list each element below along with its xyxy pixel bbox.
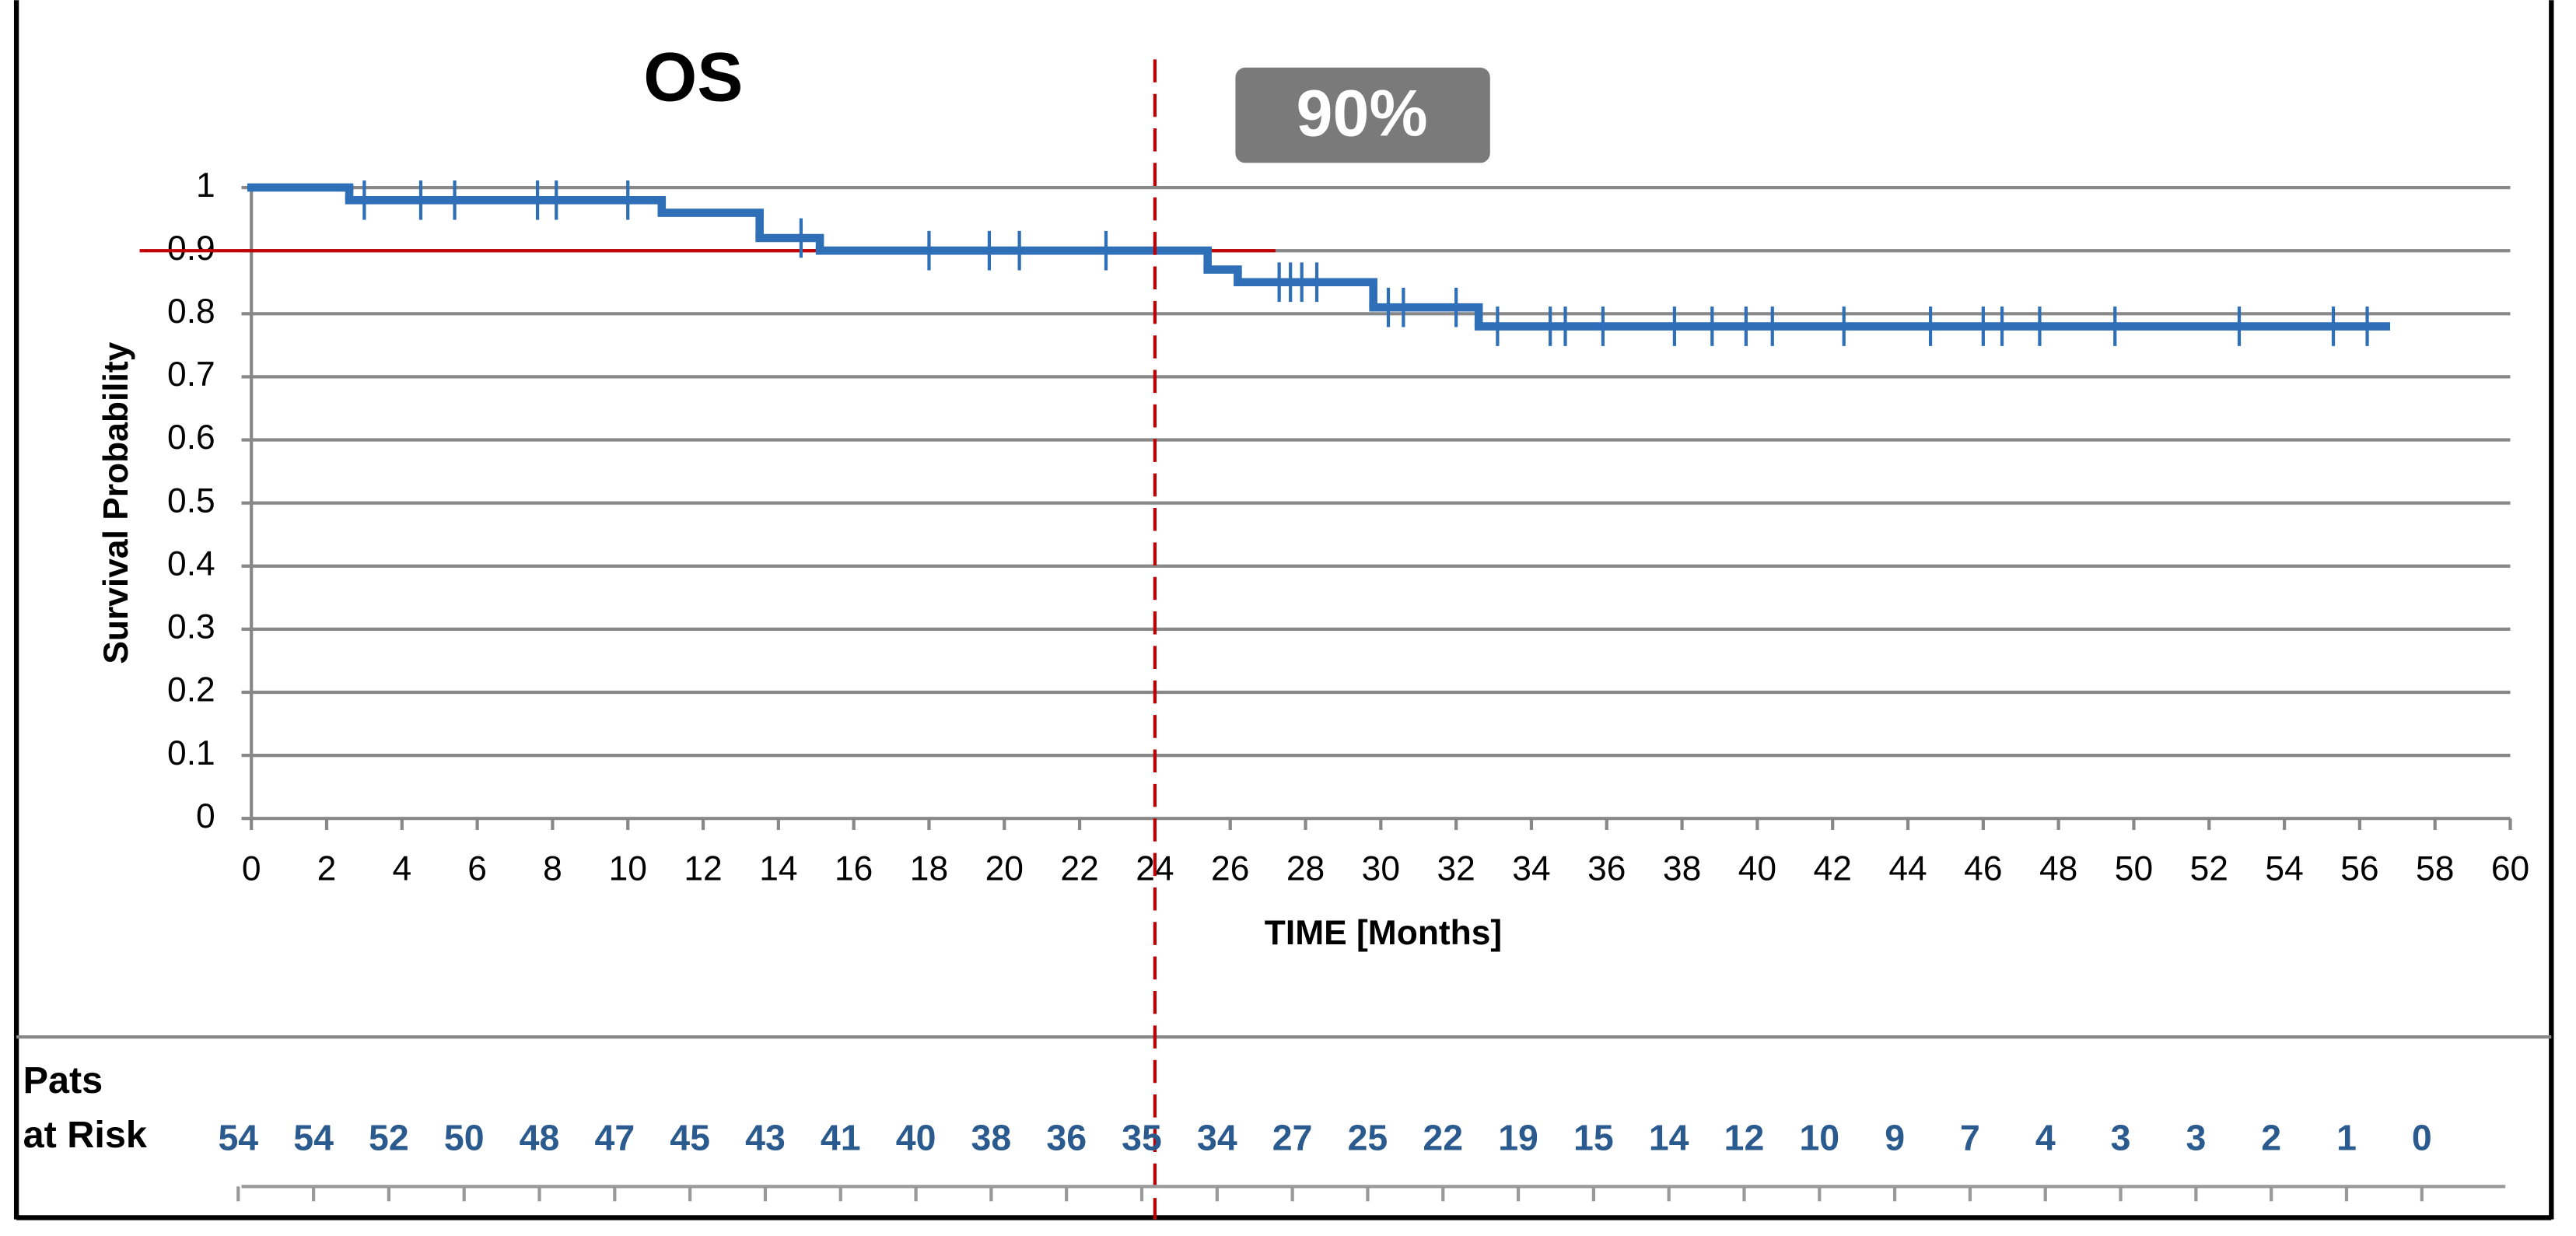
at-risk-count: 4 [2035, 1117, 2056, 1157]
x-tick-label: 12 [684, 850, 722, 888]
x-tick-label: 14 [759, 850, 797, 888]
y-tick-label: 1 [196, 166, 215, 205]
x-tick-label: 16 [835, 850, 873, 888]
y-tick-label: 0.9 [167, 229, 215, 268]
at-risk-count: 54 [218, 1117, 258, 1157]
at-risk-label: at Risk [23, 1114, 148, 1156]
x-tick-label: 38 [1663, 850, 1701, 888]
x-tick-label: 60 [2491, 850, 2529, 888]
x-tick-label: 18 [910, 850, 948, 888]
x-tick-label: 48 [2039, 850, 2077, 888]
at-risk-count: 35 [1122, 1117, 1162, 1157]
y-tick-label: 0.6 [167, 418, 215, 457]
at-risk-count: 41 [821, 1117, 861, 1157]
at-risk-count: 14 [1649, 1117, 1689, 1157]
x-tick-label: 8 [543, 850, 562, 888]
x-tick-label: 28 [1286, 850, 1325, 888]
at-risk-count: 36 [1046, 1117, 1087, 1157]
y-tick-label: 0.3 [167, 608, 215, 646]
y-tick-label: 0 [196, 797, 215, 835]
x-tick-label: 32 [1437, 850, 1475, 888]
x-tick-label: 50 [2115, 850, 2153, 888]
x-tick-label: 4 [392, 850, 411, 888]
x-tick-label: 36 [1587, 850, 1626, 888]
y-tick-label: 0.7 [167, 355, 215, 394]
y-tick-label: 0.5 [167, 481, 215, 520]
at-risk-count: 12 [1724, 1117, 1765, 1157]
chart-title: OS [643, 38, 743, 115]
at-risk-count: 47 [594, 1117, 635, 1157]
at-risk-count: 45 [670, 1117, 710, 1157]
x-tick-label: 42 [1814, 850, 1852, 888]
at-risk-count: 2 [2261, 1117, 2281, 1157]
at-risk-label: Pats [23, 1059, 103, 1101]
x-tick-label: 54 [2265, 850, 2303, 888]
at-risk-count: 40 [896, 1117, 936, 1157]
x-tick-label: 20 [985, 850, 1024, 888]
at-risk-count: 43 [745, 1117, 786, 1157]
y-axis-label: Survival Probability [97, 341, 135, 664]
at-risk-count: 10 [1799, 1117, 1839, 1157]
y-tick-label: 0.2 [167, 671, 215, 709]
at-risk-count: 34 [1197, 1117, 1237, 1157]
x-tick-label: 26 [1211, 850, 1249, 888]
at-risk-count: 22 [1423, 1117, 1463, 1157]
x-tick-label: 46 [1964, 850, 2002, 888]
x-tick-label: 56 [2340, 850, 2378, 888]
x-tick-label: 44 [1888, 850, 1927, 888]
x-tick-label: 34 [1512, 850, 1550, 888]
x-tick-label: 2 [317, 850, 337, 888]
x-tick-label: 52 [2190, 850, 2228, 888]
x-tick-label: 6 [467, 850, 487, 888]
at-risk-count: 19 [1498, 1117, 1538, 1157]
annotation-box [1235, 67, 1490, 163]
x-tick-label: 58 [2416, 850, 2454, 888]
y-tick-label: 0.4 [167, 544, 215, 583]
x-tick-label: 40 [1738, 850, 1776, 888]
x-tick-label: 30 [1362, 850, 1400, 888]
at-risk-count: 48 [520, 1117, 560, 1157]
at-risk-count: 15 [1573, 1117, 1614, 1157]
at-risk-count: 3 [2111, 1117, 2131, 1157]
at-risk-count: 52 [369, 1117, 409, 1157]
at-risk-count: 25 [1348, 1117, 1388, 1157]
x-axis-label: TIME [Months] [1265, 914, 1502, 952]
at-risk-count: 3 [2186, 1117, 2206, 1157]
at-risk-count: 0 [2412, 1117, 2432, 1157]
x-tick-label: 0 [242, 850, 261, 888]
at-risk-count: 54 [293, 1117, 334, 1157]
at-risk-count: 7 [1960, 1117, 1980, 1157]
at-risk-count: 9 [1885, 1117, 1905, 1157]
at-risk-count: 1 [2336, 1117, 2357, 1157]
y-tick-label: 0.8 [167, 292, 215, 331]
x-tick-label: 10 [609, 850, 647, 888]
at-risk-count: 27 [1272, 1117, 1313, 1157]
annotation: 90% [1297, 77, 1428, 150]
at-risk-count: 50 [444, 1117, 485, 1157]
y-tick-label: 0.1 [167, 734, 215, 772]
at-risk-count: 38 [971, 1117, 1012, 1157]
x-tick-label: 22 [1060, 850, 1098, 888]
